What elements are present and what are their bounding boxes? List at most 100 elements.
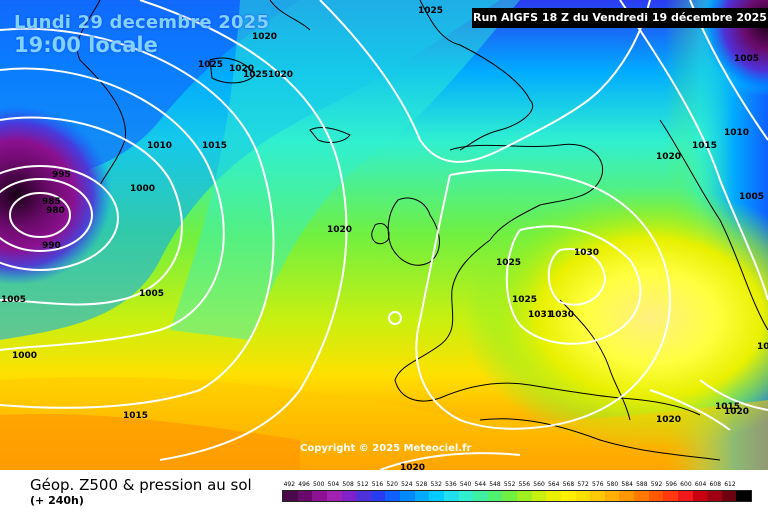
isobar-label: 1030 (549, 310, 574, 320)
color-scale-swatch (326, 491, 342, 501)
color-scale-label: 516 (371, 481, 384, 488)
isobar-label: 990 (42, 241, 61, 251)
color-scale-swatch (604, 491, 620, 501)
color-scale-swatch (560, 491, 576, 501)
color-scale-label: 556 (518, 481, 531, 488)
color-scale-swatch (634, 491, 649, 501)
legend-footer: Géop. Z500 & pression au sol (+ 240h) 49… (0, 470, 768, 512)
color-scale-label: 504 (327, 481, 340, 488)
color-scale-label: 492 (283, 481, 296, 488)
color-scale-swatch (429, 491, 444, 501)
color-scale-swatch (677, 491, 693, 501)
isobar-label: 1020 (656, 152, 681, 162)
isobar-label: 1025 (496, 258, 521, 268)
color-scale-swatch (297, 491, 313, 501)
color-scale-label: 600 (680, 481, 692, 488)
color-scale-label: 604 (694, 481, 707, 488)
color-scale-label: 536 (445, 481, 457, 488)
isobar-label: 1025 (243, 70, 268, 80)
isobar-labels: 1025 1020 1025 1020 1025 1020 1010 1015 … (1, 6, 768, 470)
color-scale-labels: 492 496 500 504 508 512 516 520 524 528 532 536 540 5… (282, 481, 752, 489)
color-scale-label: 608 (709, 481, 722, 488)
color-scale-label: 532 (430, 481, 442, 488)
color-scale-label: 564 (547, 481, 560, 488)
color-scale-swatch (692, 491, 708, 501)
copyright-text: Copyright © 2025 Meteociel.fr (300, 443, 472, 454)
color-scale-swatch (707, 491, 722, 501)
color-scale-label: 512 (357, 481, 369, 488)
color-scale-swatch (736, 491, 751, 501)
isobar-label: 1020 (724, 407, 749, 417)
color-scale-bar (282, 490, 752, 502)
color-scale-swatch (356, 491, 371, 501)
color-scale-swatch (575, 491, 591, 501)
color-scale-swatch (590, 491, 605, 501)
color-scale-label: 596 (665, 481, 677, 488)
isobar-label: 1025 (198, 60, 223, 70)
color-scale-swatch (721, 491, 737, 501)
isobar-label: 1015 (692, 141, 717, 151)
isobar-label: 1030 (574, 248, 599, 258)
color-scale-label: 560 (533, 481, 545, 488)
isobar-label: 1010 (147, 141, 172, 151)
isobar-label: 1025 (418, 6, 443, 16)
isobar-label: 985 (42, 197, 61, 207)
color-scale-label: 508 (342, 481, 354, 488)
color-scale-swatch (648, 491, 664, 501)
color-scale-label: 496 (298, 481, 310, 488)
isobar-label: 1010 (757, 342, 768, 352)
color-scale-swatch (443, 491, 459, 501)
coastlines (76, 0, 768, 461)
color-scale-label: 544 (474, 481, 487, 488)
isobar-label: 1020 (229, 64, 254, 74)
isobar-label: 1015 (715, 402, 740, 412)
isobar-label: 1005 (739, 192, 764, 202)
color-scale-swatch (487, 491, 503, 501)
isobars (0, 0, 768, 470)
isobar-label: 1031 (528, 310, 553, 320)
isobar-label: 1005 (139, 289, 164, 299)
color-scale-swatch (546, 491, 561, 501)
color-scale-label: 552 (503, 481, 516, 488)
isobar-label: 1000 (12, 351, 37, 361)
color-scale-swatch (385, 491, 400, 501)
color-scale-swatch (370, 491, 386, 501)
color-scale-swatch (663, 491, 678, 501)
color-scale-label: 576 (592, 481, 604, 488)
isobar-label: 1020 (400, 463, 425, 470)
color-scale-label: 520 (386, 481, 398, 488)
model-run-banner: Run AIGFS 18 Z du Vendredi 19 décembre 2… (472, 8, 768, 28)
color-scale-swatch (312, 491, 327, 501)
color-scale-label: 588 (636, 481, 648, 488)
color-scale-swatch (502, 491, 517, 501)
color-scale-swatch (283, 491, 298, 501)
isobar-label: 1010 (724, 128, 749, 138)
isobar-label: 980 (46, 206, 65, 216)
color-scale-label: 580 (606, 481, 619, 488)
color-scale-label: 584 (621, 481, 633, 488)
forecast-date: Lundi 29 decembre 2025 (14, 12, 270, 33)
color-scale-swatch (458, 491, 474, 501)
color-scale-label: 500 (312, 481, 325, 488)
isobar-label: 1020 (252, 32, 277, 42)
isobar-label: 1015 (202, 141, 227, 151)
color-scale-swatch (341, 491, 357, 501)
color-scale-swatch (400, 491, 415, 501)
legend-title: Géop. Z500 & pression au sol (30, 476, 252, 494)
color-scale-label: 592 (650, 481, 663, 488)
color-scale-swatch (619, 491, 634, 501)
weather-map: 1025 1020 1025 1020 1025 1020 1010 1015 … (0, 0, 768, 470)
color-scale-label: 540 (459, 481, 472, 488)
color-scale-swatch (473, 491, 488, 501)
color-scale-label: 524 (401, 481, 413, 488)
isobar-label: 1020 (327, 225, 352, 235)
color-scale-swatch (414, 491, 430, 501)
color-scale-swatch (531, 491, 547, 501)
isobar-label: 995 (52, 170, 71, 180)
legend-subtitle: (+ 240h) (30, 494, 84, 507)
color-scale-label: 572 (577, 481, 589, 488)
color-scale-label: 568 (562, 481, 575, 488)
isobar-label: 1005 (734, 54, 759, 64)
isobar-label: 1025 (512, 295, 537, 305)
